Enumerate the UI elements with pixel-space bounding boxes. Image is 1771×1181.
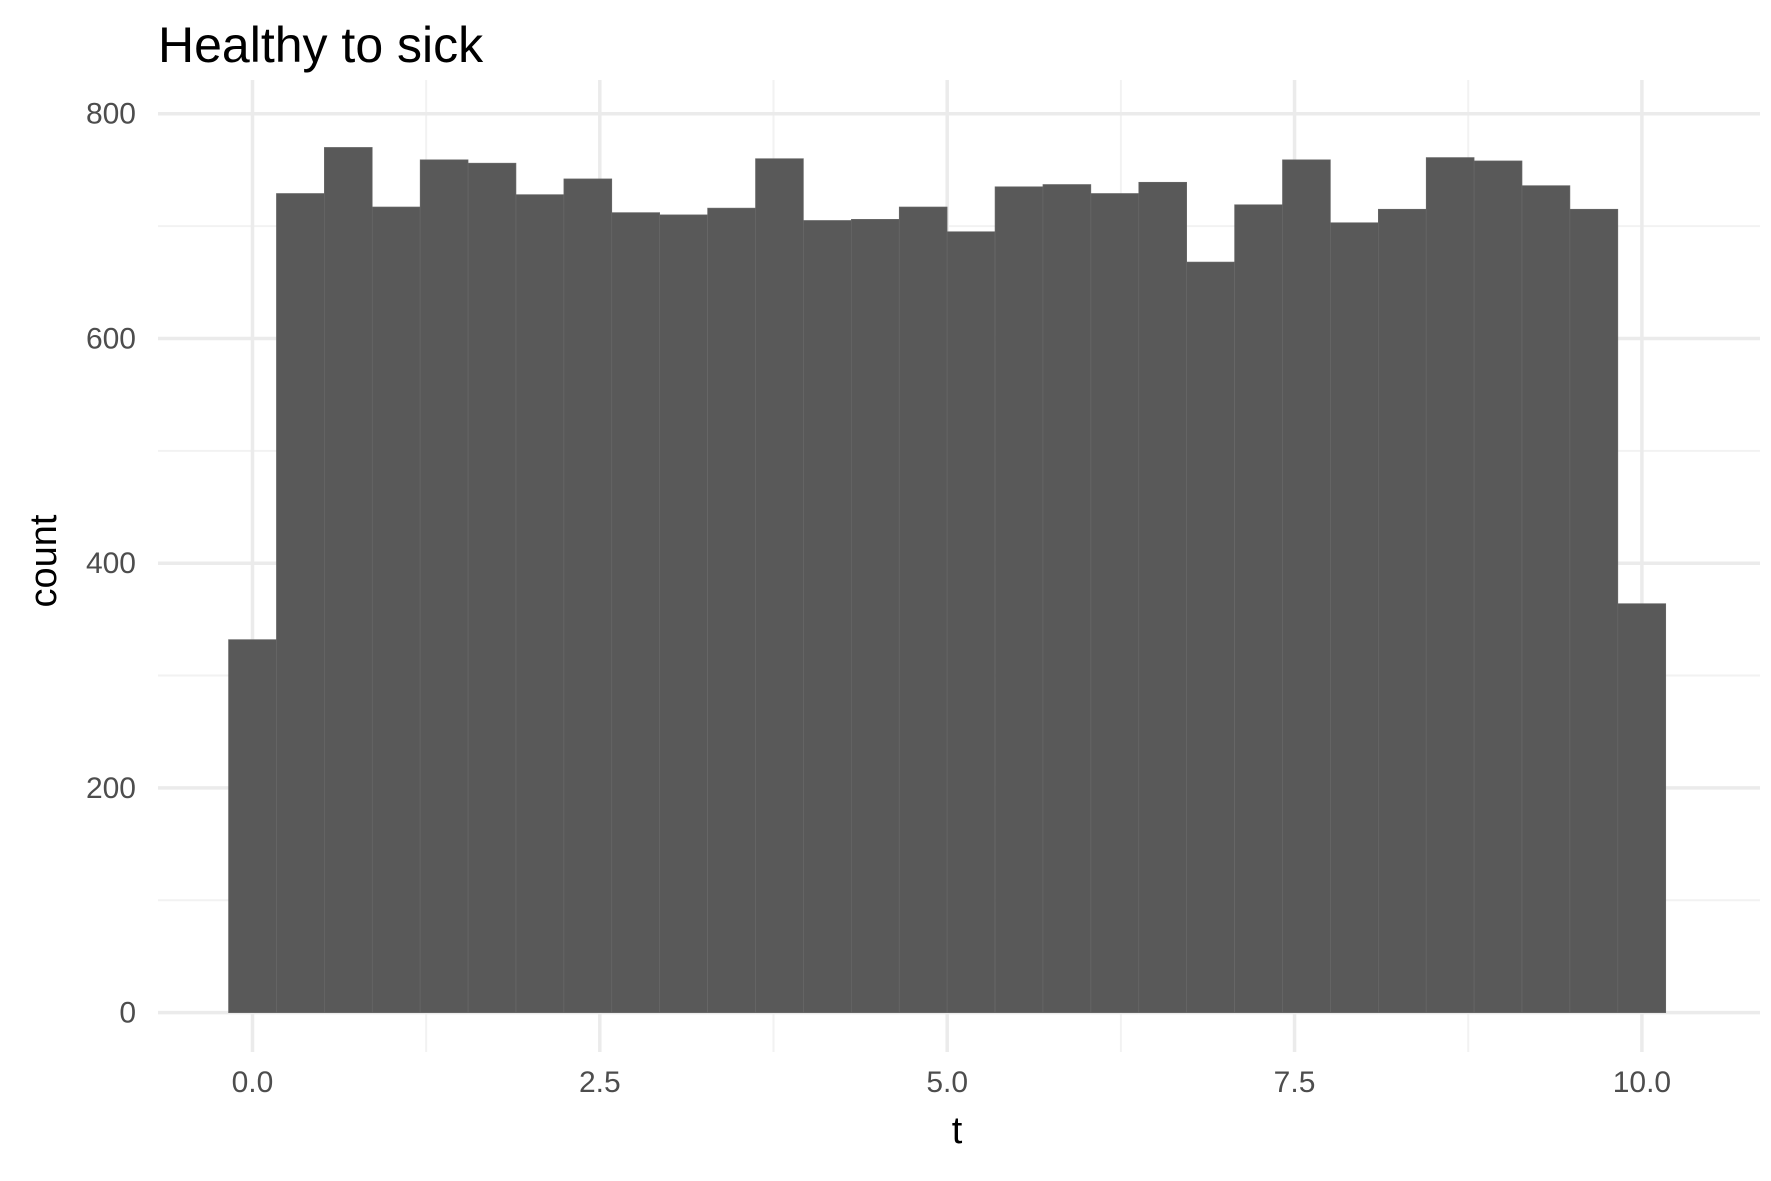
histogram-bar	[324, 147, 373, 1013]
histogram-bar	[1090, 193, 1140, 1013]
histogram-bar	[1425, 157, 1475, 1013]
histogram-bar	[994, 186, 1044, 1013]
x-axis-title: t	[952, 1110, 963, 1152]
histogram-bar	[611, 212, 660, 1013]
histogram-bar	[1330, 222, 1379, 1013]
histogram-bar	[659, 214, 708, 1013]
histogram-bar	[755, 158, 804, 1013]
y-axis-title: count	[23, 514, 65, 607]
histogram-bar	[946, 231, 996, 1013]
histogram-bar	[371, 206, 421, 1013]
x-tick-label: 5.0	[926, 1066, 968, 1099]
histogram-bar	[1473, 160, 1523, 1013]
histogram-bar	[898, 206, 948, 1013]
y-axis-tick-labels: 0 200 400 600 800	[86, 98, 136, 1030]
histogram-bar	[563, 178, 613, 1013]
x-tick-label: 0.0	[232, 1066, 274, 1099]
y-tick-label: 0	[119, 997, 136, 1030]
histogram-bar	[1138, 181, 1187, 1013]
chart-title: Healthy to sick	[158, 17, 484, 73]
y-tick-label: 800	[86, 98, 136, 131]
x-axis-tick-labels: 0.0 2.5 5.0 7.5 10.0	[232, 1066, 1671, 1099]
x-tick-label: 10.0	[1613, 1066, 1671, 1099]
histogram-bar	[1234, 204, 1283, 1013]
histogram-bar	[467, 162, 517, 1013]
histogram-bar	[1282, 159, 1331, 1013]
x-tick-label: 7.5	[1274, 1066, 1316, 1099]
histogram-bar	[1569, 208, 1619, 1013]
histogram-bar	[228, 639, 277, 1013]
histogram-bar	[1377, 208, 1427, 1013]
y-tick-label: 600	[86, 322, 136, 355]
histogram-bar	[419, 159, 469, 1013]
x-tick-label: 2.5	[579, 1066, 621, 1099]
y-tick-label: 400	[86, 547, 136, 580]
histogram-bar	[707, 207, 756, 1013]
histogram-bar	[1521, 185, 1571, 1013]
histogram-bar	[851, 219, 900, 1013]
histogram-bar	[1617, 603, 1667, 1013]
histogram-bar	[1186, 261, 1235, 1013]
histogram-bar	[276, 193, 325, 1013]
histogram-bar	[515, 194, 565, 1013]
y-tick-label: 200	[86, 772, 136, 805]
histogram-bar	[1042, 184, 1092, 1013]
histogram-bars	[228, 147, 1667, 1013]
histogram-bar	[803, 220, 852, 1013]
